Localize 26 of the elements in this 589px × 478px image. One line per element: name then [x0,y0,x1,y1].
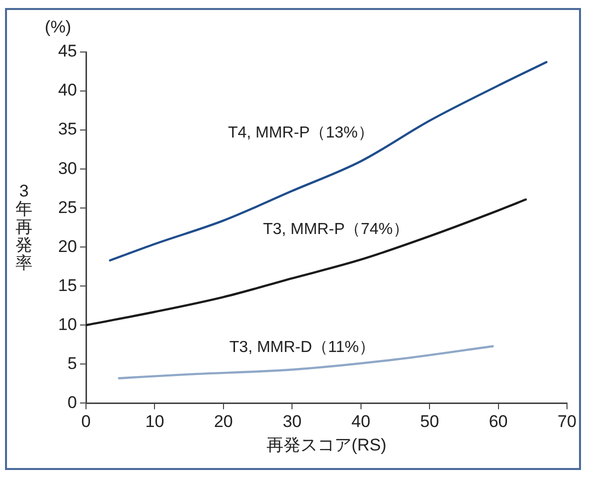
y-tick-label: 30 [58,158,77,178]
y-axis-title: 3年再発率 [16,181,32,272]
y-tick-label: 15 [58,276,77,295]
y-tick-label: 10 [58,314,77,334]
x-axis-title: 再発スコア(RS) [266,435,386,454]
x-tick-label: 40 [351,412,370,432]
x-tick-label: 20 [214,412,233,432]
y-tick-label: 35 [58,120,77,139]
x-tick-label: 50 [420,412,440,432]
y-tick-label: 20 [58,236,77,256]
series-label: T3, MMR-D（11%） [229,339,375,356]
y-tick-label: 40 [58,80,77,100]
x-tick-label: 0 [81,412,91,432]
line-series [86,198,527,326]
x-tick-label: 70 [558,412,576,432]
y-tick-label: 0 [68,392,77,412]
x-tick-label: 30 [282,412,302,432]
y-tick-label: 5 [68,354,77,373]
text: (%) [44,18,72,37]
y-tick-label: 25 [58,198,77,217]
line-series [108,61,548,262]
x-tick-label: 10 [145,412,164,432]
y-tick-label: 45 [58,42,77,61]
series-label: T3, MMR-P（74%） [262,221,409,238]
x-tick-label: 60 [488,412,508,432]
series-label: T4, MMR-P（13%） [228,124,374,142]
